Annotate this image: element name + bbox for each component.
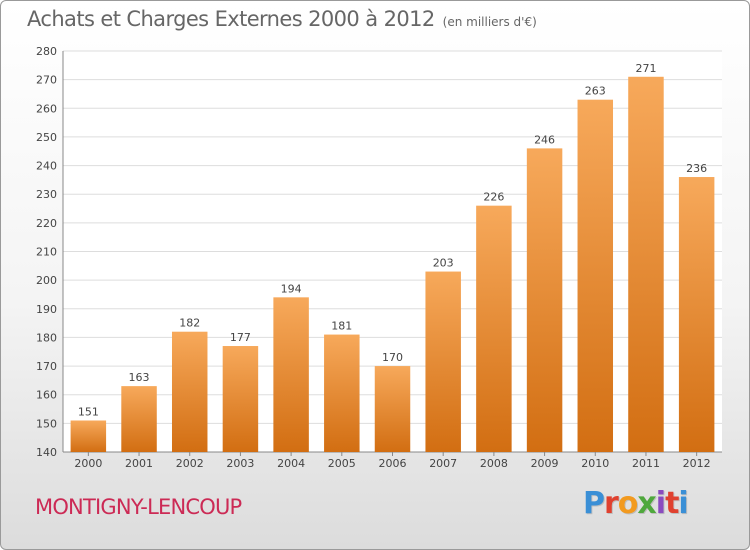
y-tick-label: 280 [36, 45, 57, 58]
y-tick-label: 240 [36, 160, 57, 173]
data-label: 226 [483, 191, 504, 204]
x-tick-label: 2008 [480, 457, 508, 470]
data-label: 181 [331, 320, 352, 333]
data-label: 151 [78, 405, 99, 418]
bar [425, 271, 461, 452]
data-label: 236 [686, 162, 707, 175]
data-label: 177 [230, 331, 251, 344]
bar [374, 366, 411, 452]
data-label: 246 [534, 133, 555, 146]
x-tick-label: 2000 [74, 457, 102, 470]
y-tick-label: 150 [36, 417, 57, 430]
logo-letter: o [617, 486, 639, 521]
y-tick-label: 230 [36, 188, 57, 201]
x-tick-label: 2009 [531, 457, 559, 470]
data-label: 163 [129, 371, 150, 384]
bar [273, 297, 309, 452]
chart-title: Achats et Charges Externes 2000 à 2012 (e… [27, 7, 537, 31]
x-tick-label: 2002 [176, 457, 204, 470]
logo-letter: t [665, 486, 679, 521]
bar [526, 148, 563, 452]
x-tick-label: 2004 [277, 457, 305, 470]
y-tick-label: 170 [36, 360, 57, 373]
bar [678, 177, 715, 452]
y-tick-label: 160 [36, 389, 57, 402]
bar [121, 386, 157, 452]
x-tick-label: 2010 [581, 457, 609, 470]
bar [476, 205, 512, 452]
bar [171, 331, 208, 452]
x-tick-label: 2007 [429, 457, 457, 470]
y-tick-label: 220 [36, 217, 57, 230]
x-tick-label: 2003 [226, 457, 254, 470]
x-tick-label: 2006 [379, 457, 407, 470]
chart-title-text: Achats et Charges Externes 2000 à 2012 [27, 7, 435, 31]
data-label: 271 [635, 62, 656, 75]
data-label: 203 [433, 257, 454, 270]
bar [324, 334, 360, 452]
y-tick-label: 140 [36, 446, 57, 459]
bar [70, 420, 107, 452]
y-tick-label: 190 [36, 303, 57, 316]
logo-letter: i [678, 486, 688, 521]
chart-subtitle: (en milliers d'€) [442, 15, 537, 29]
x-tick-label: 2012 [683, 457, 711, 470]
x-tick-label: 2001 [125, 457, 153, 470]
data-label: 170 [382, 351, 403, 364]
proxiti-logo: Proxiti [583, 486, 689, 521]
logo-letter: x [637, 486, 656, 521]
x-tick-label: 2011 [632, 457, 660, 470]
y-tick-label: 200 [36, 274, 57, 287]
bar [222, 346, 259, 452]
y-tick-label: 270 [36, 74, 57, 87]
y-tick-label: 180 [36, 331, 57, 344]
bar [577, 99, 614, 452]
bar [628, 76, 664, 453]
data-label: 194 [281, 282, 302, 295]
logo-letter: r [604, 486, 619, 521]
y-tick-label: 260 [36, 102, 57, 115]
logo-letter: P [583, 486, 605, 521]
logo-letter: i [655, 486, 666, 521]
data-label: 182 [179, 317, 200, 330]
y-tick-label: 250 [36, 131, 57, 144]
y-tick-label: 210 [36, 246, 57, 259]
data-label: 263 [585, 85, 606, 98]
commune-name: MONTIGNY-LENCOUP [35, 495, 242, 519]
x-tick-label: 2005 [328, 457, 356, 470]
